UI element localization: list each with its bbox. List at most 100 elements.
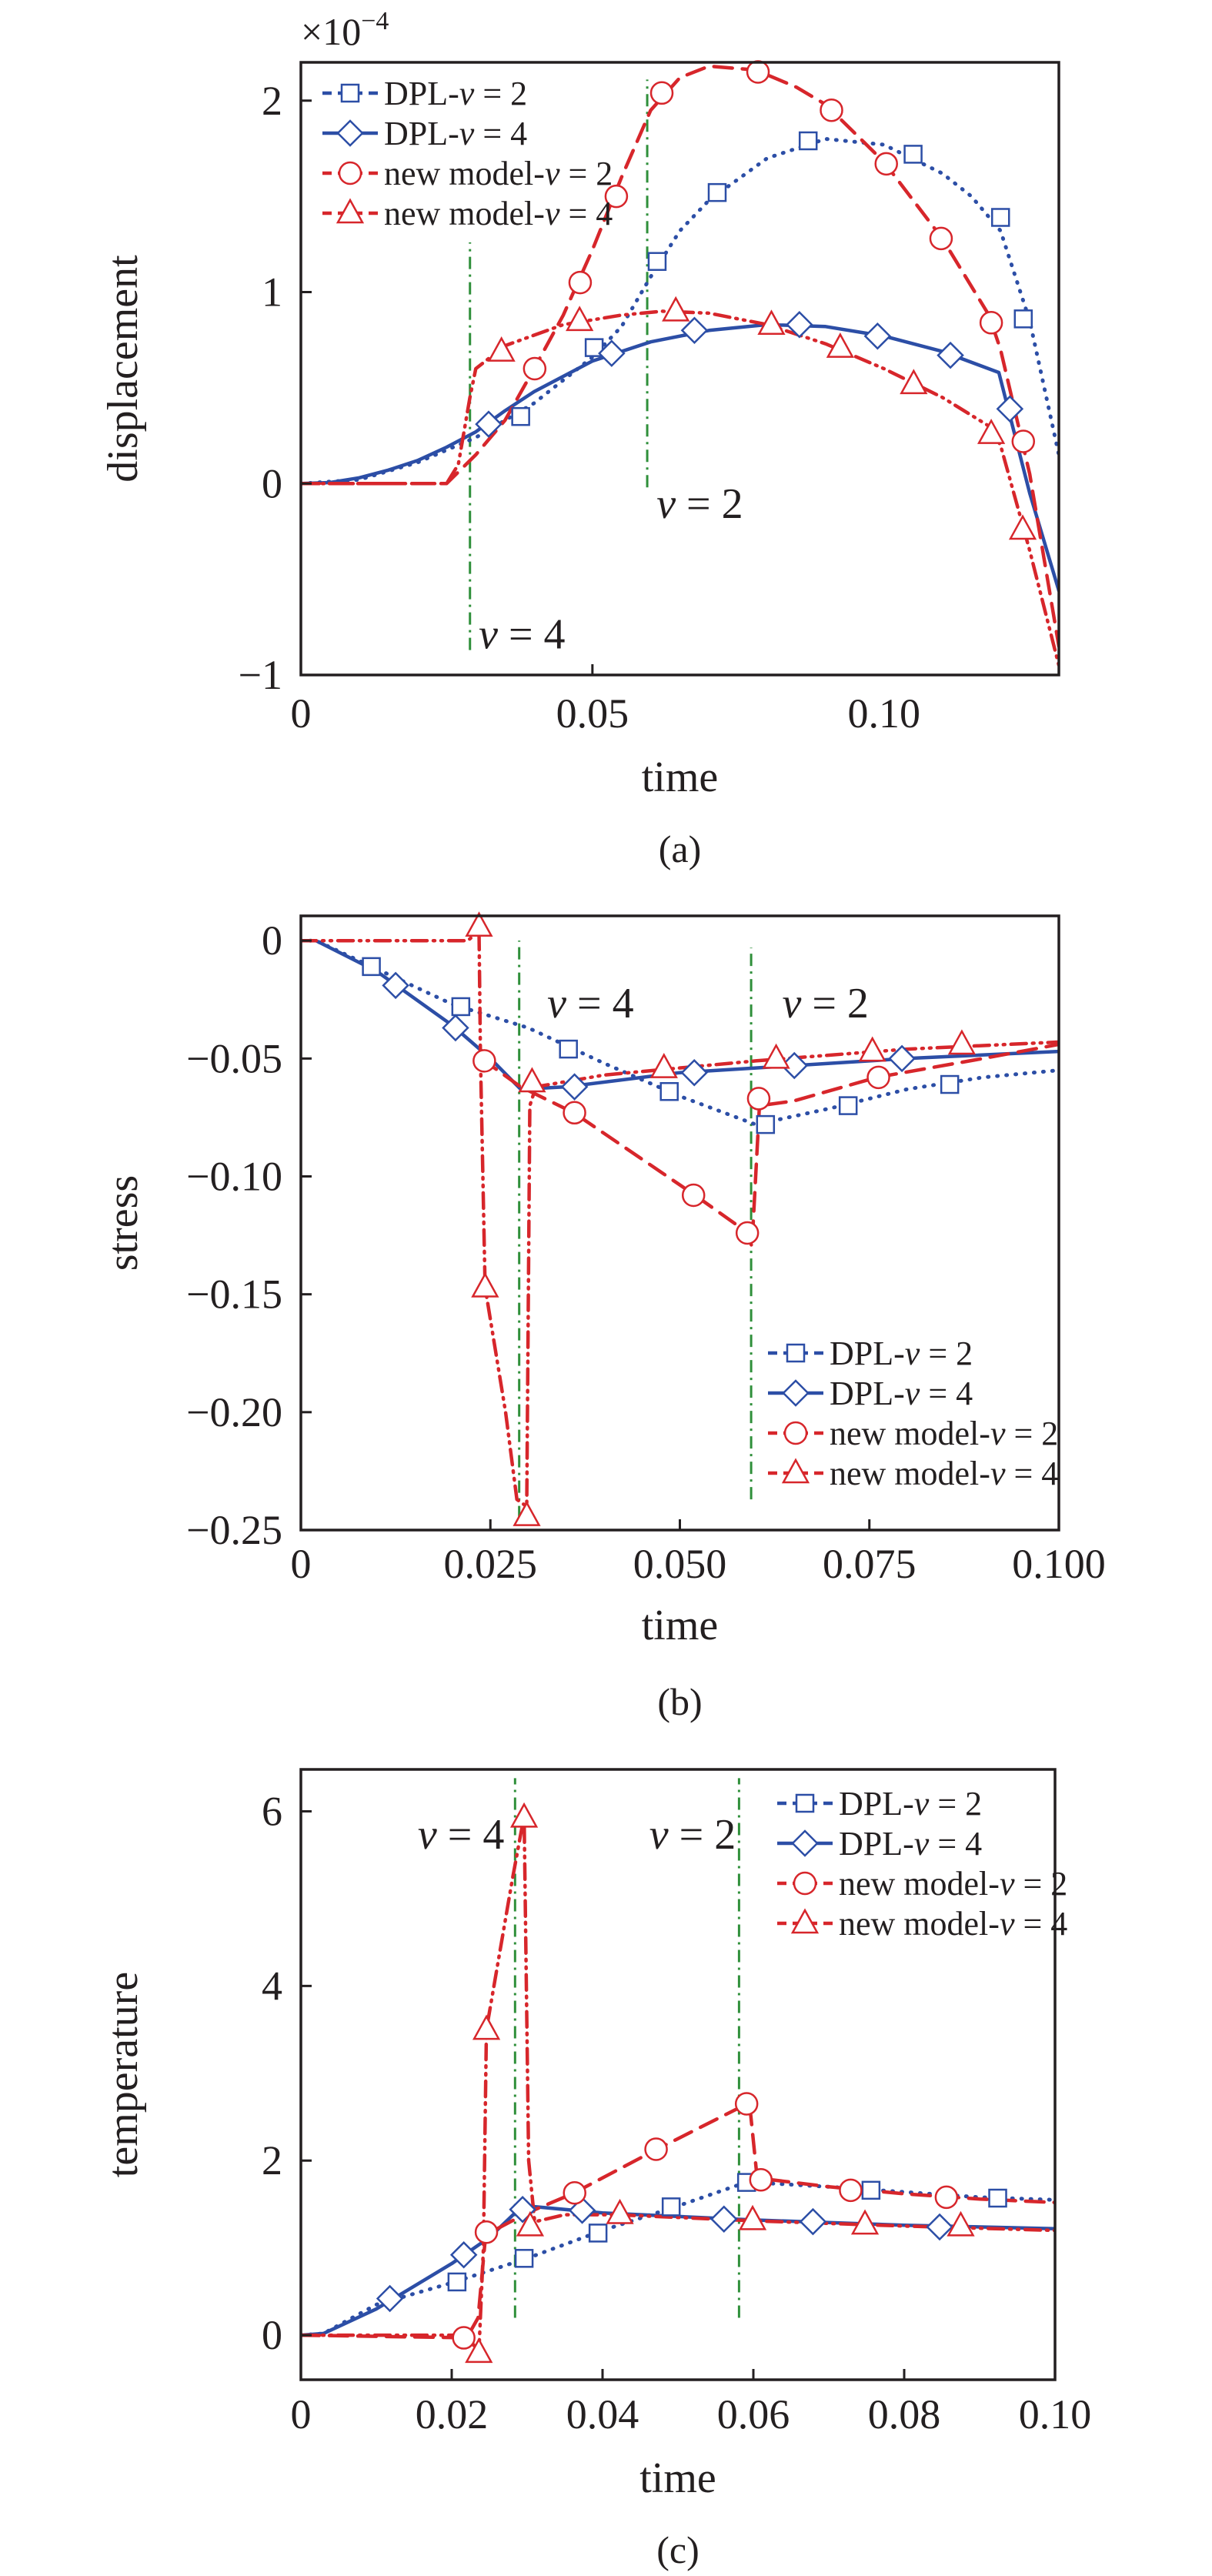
data-point-diamond (382, 971, 409, 1000)
x-tick-label: 0.10 (847, 690, 920, 737)
legend-item: new model-v = 2 (777, 1865, 1067, 1903)
data-point-diamond (996, 395, 1024, 423)
data-point-diamond (442, 1014, 469, 1042)
legend-item: DPL-v = 4 (777, 1825, 982, 1863)
series-line-3 (301, 929, 1059, 1509)
x-tick-label: 0.10 (1019, 2391, 1092, 2437)
chart-c: v = 4 v = 2 0 0.02 0.04 0.06 0.08 0.10 0 2 4 6 time t… (99, 1768, 1092, 2571)
data-point-circle (839, 2178, 863, 2203)
y-tick-label: −0.05 (186, 1035, 282, 1081)
legend-label: DPL-v = 4 (839, 1825, 982, 1863)
legend-item: new model-v = 4 (768, 1455, 1058, 1492)
data-point-circle (681, 1183, 706, 1208)
plot-frame (299, 1768, 1057, 2381)
legend-item: new model-v = 4 (777, 1905, 1067, 1943)
y-tick-label: 1 (262, 269, 282, 316)
data-point-diamond (780, 1051, 809, 1080)
data-point-triangle (513, 1501, 541, 1526)
data-point-square (511, 406, 530, 426)
data-point-triangle (738, 2204, 767, 2230)
legend-square-icon (795, 1793, 815, 1813)
x-tick-label: 0 (291, 690, 312, 737)
data-point-circle (979, 311, 1003, 335)
series-line-0 (301, 2180, 1055, 2337)
data-point-triangle (977, 418, 1006, 444)
data-point-square (990, 208, 1010, 227)
data-point-triangle (465, 2337, 493, 2364)
data-point-circle (523, 356, 547, 381)
x-axis-label: time (642, 753, 719, 801)
x-tick-label: 0 (291, 2391, 312, 2437)
legend-label: new model-v = 4 (839, 1905, 1067, 1943)
data-point-triangle (472, 2014, 501, 2040)
data-point-diamond (680, 316, 709, 345)
data-point-circle (474, 2220, 499, 2244)
data-point-square (559, 1039, 578, 1059)
wavefront-label: v = 2 (649, 1811, 736, 1859)
data-point-circle (866, 1065, 890, 1090)
data-point-circle (568, 270, 593, 295)
series-line-2 (301, 64, 1059, 648)
legend-label: DPL-v = 2 (830, 1335, 973, 1372)
data-point-square (584, 338, 604, 357)
data-point-circle (1011, 429, 1036, 453)
data-point-diamond (560, 1073, 589, 1101)
legend-label: DPL-v = 4 (830, 1375, 973, 1412)
data-point-diamond (926, 2213, 953, 2241)
legend-triangle-icon (336, 198, 365, 224)
data-point-diamond (786, 311, 813, 339)
data-point-square (659, 1081, 679, 1101)
legend-item: new model-v = 2 (768, 1415, 1058, 1452)
x-tick-label: 0.075 (823, 1541, 917, 1587)
x-tick-label: 0 (291, 1541, 312, 1587)
data-point-square (1013, 309, 1033, 329)
x-tick-label: 0.05 (556, 690, 629, 737)
x-tick-label: 0.050 (633, 1541, 727, 1587)
legend-label: DPL-v = 2 (384, 75, 527, 112)
legend-circle-icon (783, 1421, 808, 1445)
data-point-triangle (947, 2210, 975, 2237)
data-point-diamond (598, 339, 626, 367)
legend-label: DPL-v = 4 (384, 115, 527, 152)
data-point-circle (735, 1221, 760, 1245)
data-point-square (798, 131, 818, 151)
legend-item: DPL-v = 2 (768, 1335, 973, 1372)
data-point-diamond (449, 2241, 478, 2269)
legend-label: new model-v = 4 (384, 195, 613, 232)
chart-b: v = 4 v = 2 0 0.025 0.050 0.075 0.100 0 −0.05 −0.… (99, 911, 1106, 1723)
data-point-triangle (858, 1036, 886, 1062)
data-point-diamond (863, 322, 892, 350)
series-line-2 (479, 1042, 1059, 1249)
wavefront-label: v = 2 (782, 980, 868, 1027)
data-point-triangle (1008, 514, 1037, 540)
wavefront-label: v = 2 (656, 480, 743, 528)
data-point-circle (749, 2167, 773, 2192)
legend-item: DPL-v = 4 (768, 1375, 973, 1412)
data-point-triangle (465, 911, 493, 937)
data-point-circle (746, 1087, 771, 1111)
chart-a: v = 4v = 20 0.05 0.10−1012×10−4timedisplac… (99, 7, 1060, 870)
legend-square-icon (786, 1343, 806, 1363)
y-tick-label: 2 (262, 2137, 282, 2183)
legend-circle-icon (793, 1871, 817, 1896)
series-line-0 (301, 137, 1059, 486)
x-tick-label: 0.025 (444, 1541, 538, 1587)
y-tick-label: −0.25 (186, 1507, 282, 1553)
data-point-square (447, 2272, 467, 2292)
wavefront-label: v = 4 (479, 610, 565, 658)
legend-label: new model-v = 2 (384, 155, 613, 192)
series-line-0 (301, 938, 1059, 1127)
y-tick-label: −0.15 (186, 1271, 282, 1318)
y-tick-label: −0.20 (186, 1389, 282, 1435)
legend-square-icon (340, 83, 360, 103)
data-point-triangle (662, 296, 690, 322)
data-point-triangle (487, 336, 516, 362)
y-multiplier: ×10−4 (301, 7, 389, 53)
data-point-square (588, 2224, 608, 2243)
data-point-circle (734, 2092, 759, 2116)
data-point-circle (649, 81, 674, 105)
data-point-square (903, 145, 923, 164)
